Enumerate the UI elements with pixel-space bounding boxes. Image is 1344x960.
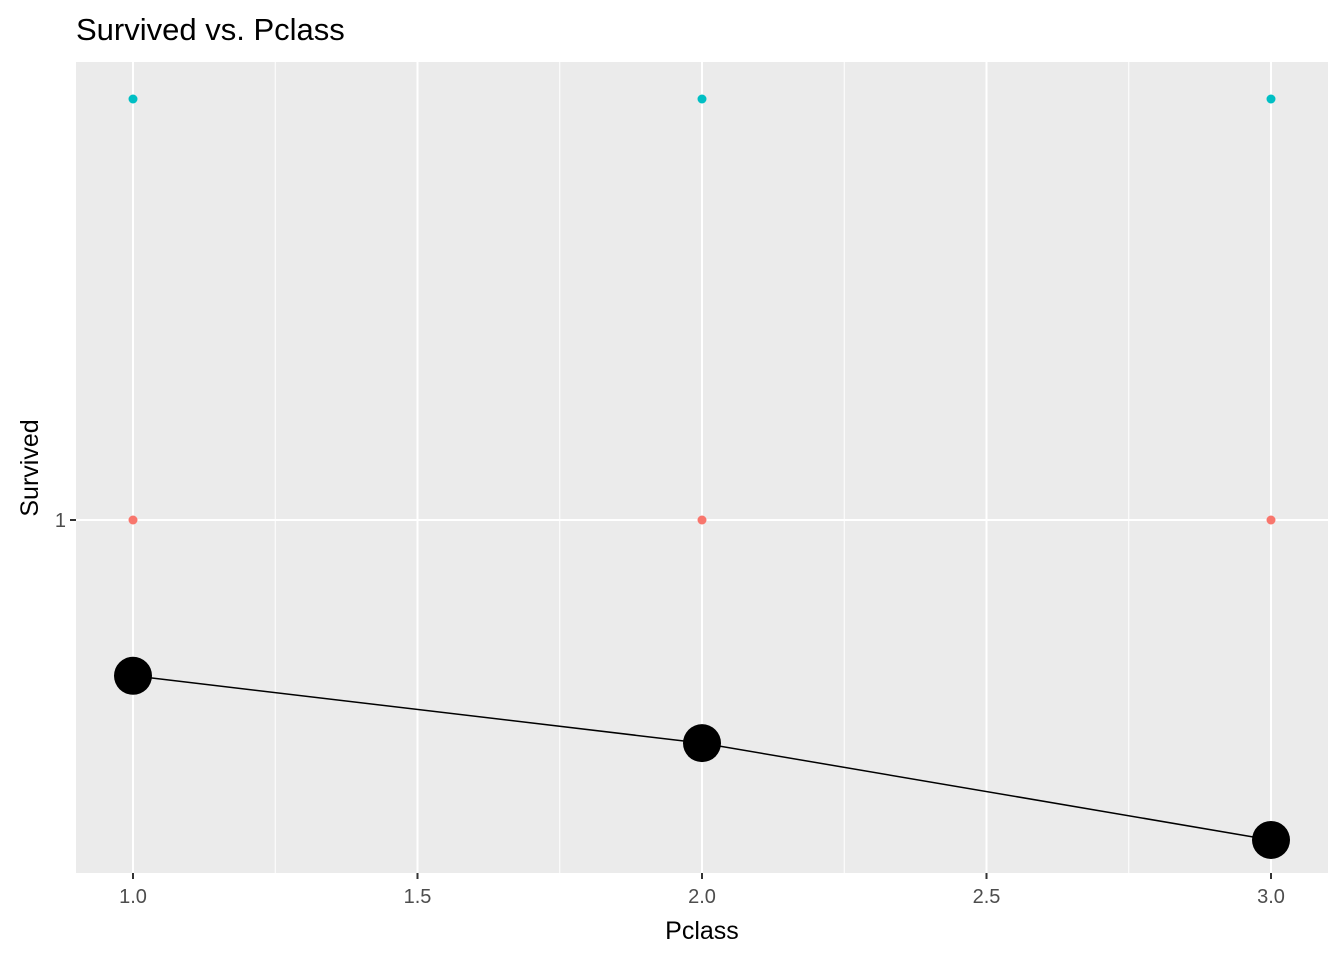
chart-title: Survived vs. Pclass	[76, 12, 345, 47]
data-point	[697, 94, 707, 104]
x-axis-title: Pclass	[665, 917, 739, 945]
data-point-large	[1252, 820, 1290, 859]
x-tick-label: 3.0	[1257, 886, 1285, 908]
data-point	[1266, 515, 1276, 525]
data-point	[128, 94, 138, 104]
series-1	[128, 515, 1276, 525]
y-tick-label: 1	[55, 510, 66, 532]
data-point	[1266, 94, 1276, 104]
data-point-large	[683, 724, 721, 763]
x-tick-label: 2.5	[973, 886, 1001, 908]
minor-gridlines	[274, 62, 1130, 873]
data-layer	[114, 94, 1290, 859]
x-tick-label: 2.0	[688, 886, 716, 908]
x-tick-label: 1.0	[119, 886, 147, 908]
data-point	[697, 515, 707, 525]
series-2	[114, 656, 1290, 859]
series-0	[128, 94, 1276, 104]
data-point	[128, 515, 138, 525]
y-axis-title: Survived	[16, 419, 44, 516]
x-tick-label: 1.5	[404, 886, 432, 908]
data-point-large	[114, 656, 152, 695]
axis-ticks: 1.0 1.5 2.0 2.5 3.0 1	[55, 510, 1285, 908]
